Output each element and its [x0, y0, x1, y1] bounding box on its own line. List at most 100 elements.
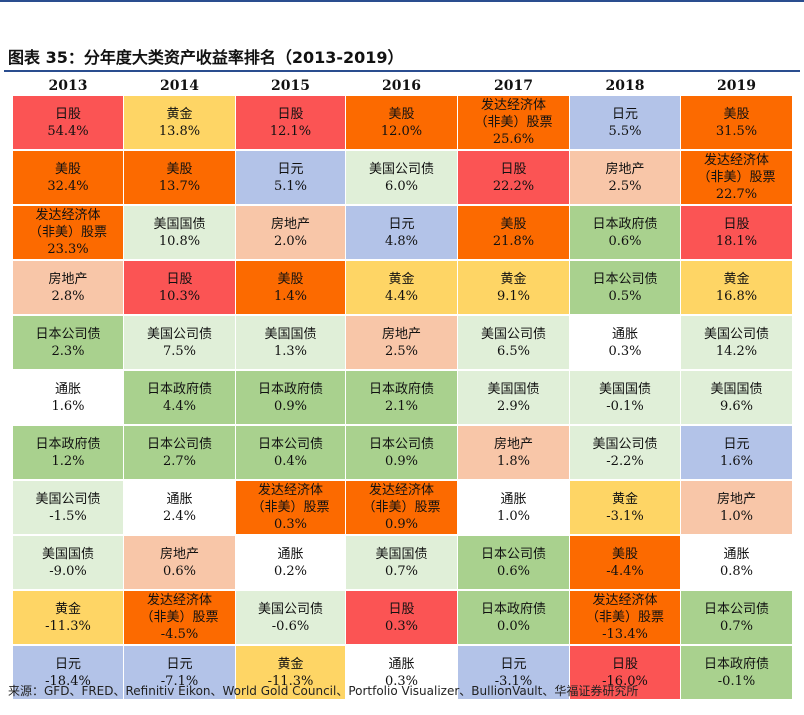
asset-name: 日元 [388, 216, 415, 232]
return-value: 2.0% [273, 233, 308, 249]
return-value: -11.3% [45, 618, 91, 634]
ranking-cell: 日本政府债 4.4% [124, 371, 235, 424]
return-value: -13.4% [602, 627, 648, 642]
ranking-cell: 通胀 0.2% [236, 536, 345, 589]
return-value: -0.1% [717, 673, 756, 689]
return-value: 10.8% [158, 233, 201, 249]
ranking-cell: 日本政府债 0.6% [570, 206, 680, 259]
ranking-cell: 美国公司债 6.0% [346, 151, 457, 204]
ranking-cell: 房地产 2.5% [570, 151, 680, 204]
ranking-cell: 黄金 13.8% [124, 96, 235, 149]
asset-name: 美国公司债 [35, 491, 101, 507]
asset-name: 日本公司债 [257, 436, 323, 452]
ranking-cell: 美股 13.7% [124, 151, 235, 204]
return-value: 1.3% [273, 343, 308, 359]
asset-name: 黄金 [388, 271, 415, 287]
ranking-cell: 日本政府债 0.0% [458, 591, 569, 644]
asset-name: 发达经济体 [703, 153, 769, 168]
ranking-cell: 美国国债 2.9% [458, 371, 569, 424]
asset-name: 日本政府债 [703, 656, 769, 672]
ranking-cell: 日元 5.1% [236, 151, 345, 204]
return-value: 0.7% [384, 563, 419, 579]
return-value: 1.8% [496, 453, 531, 469]
asset-name: 美国国债 [264, 326, 317, 342]
ranking-cell: 黄金 16.8% [681, 261, 792, 314]
return-value: 0.5% [608, 288, 642, 304]
return-value: 32.4% [47, 178, 89, 194]
title-underline [4, 70, 800, 72]
asset-name: 美国国债 [710, 381, 763, 397]
ranking-cell: 日元 -3.1% [458, 646, 569, 699]
return-value: 5.1% [273, 178, 308, 194]
return-value: 9.6% [719, 398, 754, 414]
return-value: -7.1% [160, 673, 199, 689]
ranking-cell: 美国公司债 14.2% [681, 316, 792, 369]
asset-name: 美国公司债 [368, 161, 434, 177]
return-value: 22.7% [715, 187, 758, 202]
asset-name: 通胀 [723, 546, 750, 562]
ranking-cell: 黄金 -3.1% [570, 481, 680, 534]
asset-name: 通胀 [277, 546, 304, 562]
ranking-cell: 通胀 1.6% [13, 371, 123, 424]
return-value: 4.4% [384, 288, 419, 304]
asset-name: 通胀 [54, 381, 81, 397]
return-value: -3.1% [606, 508, 644, 524]
ranking-cell: 发达经济体 （非美）股票 0.3% [236, 481, 345, 534]
year-header: 2019 [717, 78, 756, 94]
source-note: 来源：GFD、FRED、Refinitiv Eikon、World Gold C… [8, 684, 639, 698]
asset-name: 发达经济体 [368, 483, 434, 498]
asset-name: 通胀 [500, 491, 527, 507]
year-header: 2016 [382, 78, 421, 94]
return-value: 0.6% [608, 233, 642, 249]
return-value: 12.1% [269, 123, 312, 139]
ranking-cell: 美股 -4.4% [570, 536, 680, 589]
ranking-cell: 美国公司债 7.5% [124, 316, 235, 369]
return-value: -1.5% [49, 508, 87, 524]
ranking-cell: 美国公司债 6.5% [458, 316, 569, 369]
return-value: 2.7% [162, 453, 197, 469]
asset-name: 日元 [54, 656, 81, 672]
asset-name: 房地产 [381, 326, 421, 342]
asset-name: 美国公司债 [480, 326, 546, 342]
return-value: 18.1% [715, 233, 758, 249]
asset-name: 美国公司债 [257, 601, 323, 617]
ranking-cell: 美股 12.0% [346, 96, 457, 149]
ranking-cell: 房地产 2.0% [236, 206, 345, 259]
asset-name: 日本公司债 [703, 601, 769, 617]
ranking-cell: 日元 1.6% [681, 426, 792, 479]
return-value: 0.7% [719, 618, 754, 634]
return-value: 1.6% [51, 398, 85, 414]
asset-name: 美国公司债 [592, 436, 658, 452]
asset-name: 发达经济体 [146, 593, 212, 608]
return-value: 23.3% [47, 242, 89, 257]
return-value: 0.3% [384, 673, 419, 689]
asset-name: （非美）股票 [140, 610, 219, 625]
return-value: 0.3% [608, 343, 642, 359]
ranking-cell: 日股 18.1% [681, 206, 792, 259]
ranking-cell: 发达经济体 （非美）股票 25.6% [458, 96, 569, 149]
asset-name: （非美）股票 [474, 115, 553, 130]
asset-name: 美股 [54, 161, 81, 177]
ranking-cell: 日股 0.3% [346, 591, 457, 644]
ranking-cell: 通胀 2.4% [124, 481, 235, 534]
ranking-cell: 房地产 2.8% [13, 261, 123, 314]
return-value: 0.3% [384, 618, 419, 634]
return-value: 16.8% [715, 288, 758, 304]
return-value: 0.6% [162, 563, 197, 579]
asset-name: 美股 [166, 161, 193, 177]
return-value: 1.6% [719, 453, 754, 469]
return-value: 2.5% [384, 343, 419, 359]
return-value: 22.2% [492, 178, 535, 194]
ranking-cell: 日本政府债 -0.1% [681, 646, 792, 699]
asset-name: 日本公司债 [35, 326, 101, 342]
asset-name: 房地产 [48, 271, 88, 287]
return-value: 4.8% [384, 233, 419, 249]
return-value: 2.8% [51, 288, 85, 304]
ranking-cell: 日元 4.8% [346, 206, 457, 259]
asset-name: 黄金 [54, 601, 81, 617]
figure-title: 图表 35：分年度大类资产收益率排名（2013-2019） [8, 48, 404, 67]
return-value: -0.6% [271, 618, 310, 634]
asset-name: 房地产 [493, 436, 533, 452]
ranking-cell: 日本政府债 2.1% [346, 371, 457, 424]
return-value: 21.8% [492, 233, 535, 249]
